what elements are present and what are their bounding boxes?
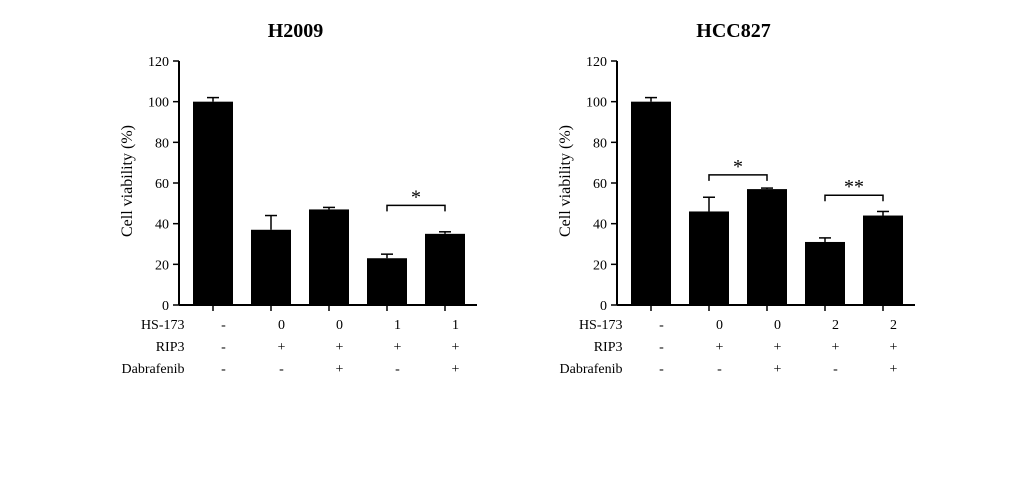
x-cell: - xyxy=(195,340,253,356)
bar xyxy=(309,209,349,305)
y-axis-label: Cell viability (%) xyxy=(115,51,137,311)
y-tick-label: 60 xyxy=(593,177,607,192)
bar xyxy=(747,189,787,305)
x-row-name: Dabrafenib xyxy=(107,362,195,378)
x-cell: 2 xyxy=(807,318,865,334)
bar-chart: 020406080100120*** xyxy=(575,51,915,311)
y-tick-label: 20 xyxy=(155,258,169,273)
chart-title: HCC827 xyxy=(696,20,770,43)
y-axis-label: Cell viability (%) xyxy=(553,51,575,311)
y-tick-label: 20 xyxy=(593,258,607,273)
chart-panel: H2009Cell viability (%)020406080100120*H… xyxy=(107,20,485,381)
bar xyxy=(689,211,729,305)
x-cell: 1 xyxy=(427,318,485,334)
bar xyxy=(631,102,671,305)
x-cell: - xyxy=(633,362,691,378)
x-cell: 2 xyxy=(865,318,923,334)
y-tick-label: 40 xyxy=(155,218,169,233)
x-axis-labels: HS-173-0022RIP3-++++Dabrafenib--+-+ xyxy=(545,315,923,381)
bar xyxy=(193,102,233,305)
chart-row: Cell viability (%)020406080100120*** xyxy=(553,51,915,311)
x-row: RIP3-++++ xyxy=(107,337,485,359)
x-cell: + xyxy=(865,340,923,356)
x-cell: + xyxy=(691,340,749,356)
y-tick-label: 100 xyxy=(586,96,607,111)
x-cell: + xyxy=(749,340,807,356)
x-cell: + xyxy=(253,340,311,356)
x-row: Dabrafenib--+-+ xyxy=(545,359,923,381)
x-cell: + xyxy=(369,340,427,356)
chart-title: H2009 xyxy=(268,20,324,43)
x-cell: - xyxy=(253,362,311,378)
y-tick-label: 60 xyxy=(155,177,169,192)
chart-row: Cell viability (%) 0 20 40 60 80 100 120 * xyxy=(115,51,477,311)
x-cell: - xyxy=(633,340,691,356)
x-cell: 1 xyxy=(369,318,427,334)
bar-chart: 0 20 40 60 80 100 120 * xyxy=(137,51,477,311)
y-tick-label: 80 xyxy=(155,136,169,151)
x-row-name: Dabrafenib xyxy=(545,362,633,378)
x-row-name: RIP3 xyxy=(107,340,195,356)
x-cell: 0 xyxy=(311,318,369,334)
chart-panel: HCC827Cell viability (%)020406080100120*… xyxy=(545,20,923,381)
bar xyxy=(367,258,407,305)
x-cell: - xyxy=(195,362,253,378)
x-cell: - xyxy=(807,362,865,378)
x-row-name: HS-173 xyxy=(545,318,633,334)
x-row: Dabrafenib--+-+ xyxy=(107,359,485,381)
y-tick-label: 120 xyxy=(586,55,607,70)
bar xyxy=(805,242,845,305)
x-cell: + xyxy=(311,340,369,356)
x-cell: 0 xyxy=(253,318,311,334)
x-cell: 0 xyxy=(749,318,807,334)
y-tick-label: 120 xyxy=(148,55,169,70)
x-row: RIP3-++++ xyxy=(545,337,923,359)
y-tick-label: 0 xyxy=(600,299,607,311)
x-row-name: RIP3 xyxy=(545,340,633,356)
y-tick-label: 80 xyxy=(593,136,607,151)
x-cell: - xyxy=(633,318,691,334)
sig-label: ** xyxy=(844,176,864,198)
y-tick-label: 100 xyxy=(148,96,169,111)
x-row: HS-173-0022 xyxy=(545,315,923,337)
y-tick-label: 40 xyxy=(593,218,607,233)
x-cell: - xyxy=(691,362,749,378)
bar xyxy=(863,216,903,305)
bar xyxy=(251,230,291,305)
x-cell: + xyxy=(427,340,485,356)
x-cell: + xyxy=(427,362,485,378)
x-row: HS-173-0011 xyxy=(107,315,485,337)
sig-label: * xyxy=(733,156,743,178)
x-cell: + xyxy=(807,340,865,356)
x-cell: - xyxy=(369,362,427,378)
x-cell: - xyxy=(195,318,253,334)
x-cell: + xyxy=(749,362,807,378)
sig-label: * xyxy=(411,186,421,208)
bar xyxy=(425,234,465,305)
x-cell: + xyxy=(865,362,923,378)
x-row-name: HS-173 xyxy=(107,318,195,334)
x-cell: + xyxy=(311,362,369,378)
x-cell: 0 xyxy=(691,318,749,334)
x-axis-labels: HS-173-0011RIP3-++++Dabrafenib--+-+ xyxy=(107,315,485,381)
y-tick-label: 0 xyxy=(162,299,169,311)
